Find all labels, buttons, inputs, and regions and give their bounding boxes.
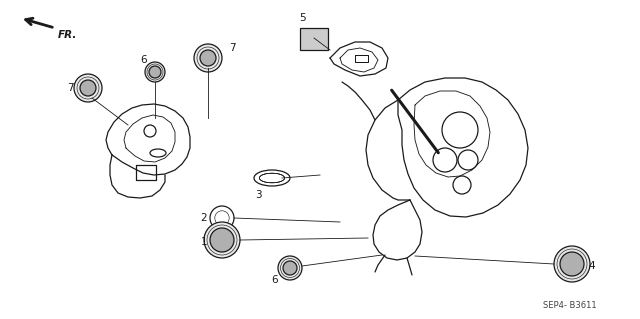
Text: 6: 6 [141,55,147,65]
Circle shape [204,222,240,258]
Text: 2: 2 [201,213,207,223]
Text: SEP4- B3611: SEP4- B3611 [543,300,597,309]
Circle shape [194,44,222,72]
Text: 7: 7 [228,43,236,53]
Circle shape [74,74,102,102]
Circle shape [80,80,96,96]
Circle shape [200,50,216,66]
Circle shape [560,252,584,276]
Circle shape [278,256,302,280]
Text: 6: 6 [272,275,278,285]
Circle shape [283,261,297,275]
Circle shape [210,228,234,252]
Circle shape [554,246,590,282]
Circle shape [149,66,161,78]
Text: 5: 5 [299,13,305,23]
Bar [300,28,328,50]
Text: 3: 3 [255,190,261,200]
Text: 7: 7 [67,83,74,93]
Text: FR.: FR. [58,30,77,40]
Circle shape [145,62,165,82]
Text: 1: 1 [201,237,207,247]
Text: 4: 4 [589,261,595,271]
